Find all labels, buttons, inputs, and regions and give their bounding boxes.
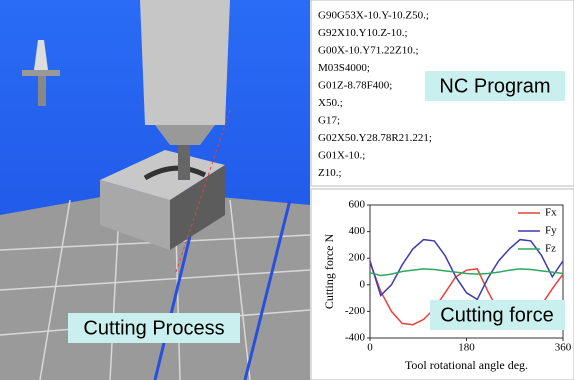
- legend-label: Fx: [545, 207, 557, 219]
- x-tick-label: 0: [367, 342, 373, 354]
- program-line: Z10.;: [318, 167, 342, 179]
- program-line: G92X10.Y10.Z-10.;: [318, 27, 408, 39]
- spindle: [140, 0, 230, 125]
- program-line: G00X-10.Y71.22Z10.;: [318, 45, 419, 57]
- y-tick-label: 400: [349, 225, 366, 237]
- tool-holder: [38, 76, 46, 106]
- y-tick-label: 0: [360, 278, 366, 290]
- y-tick-label: 200: [349, 252, 366, 264]
- program-line: X50.;: [318, 97, 343, 109]
- program-line: G02X50.Y28.78R21.221;: [318, 132, 432, 144]
- legend-label: Fy: [545, 225, 557, 237]
- y-tick-label: -400: [345, 332, 366, 344]
- y-tick-label: 600: [349, 199, 366, 211]
- y-axis-label: Cutting force N: [322, 234, 336, 310]
- y-tick-label: -200: [345, 305, 366, 317]
- program-line: G01X-10.;: [318, 150, 365, 162]
- program-line: G17;: [318, 115, 340, 127]
- program-line: G01Z-8.78F400;: [318, 80, 392, 92]
- program-label: NC Program: [439, 75, 550, 97]
- process-scene: Cutting Process: [0, 0, 310, 380]
- tool: [178, 145, 190, 180]
- chart-annotation: Cutting force: [440, 304, 553, 326]
- process-label: Cutting Process: [83, 317, 224, 339]
- chart-panel: [311, 189, 574, 380]
- tool-holder: [22, 70, 60, 76]
- legend-label: Fz: [545, 243, 556, 255]
- x-tick-label: 360: [555, 342, 572, 354]
- screen: Cutting Process G90G53X-10.Y-10.Z50.; G92…: [0, 0, 574, 380]
- x-tick-label: 180: [458, 342, 475, 354]
- program-line: M03S4000;: [318, 62, 370, 74]
- program-line: G90G53X-10.Y-10.Z50.;: [318, 10, 429, 22]
- x-axis-label: Tool rotational angle deg.: [405, 358, 528, 372]
